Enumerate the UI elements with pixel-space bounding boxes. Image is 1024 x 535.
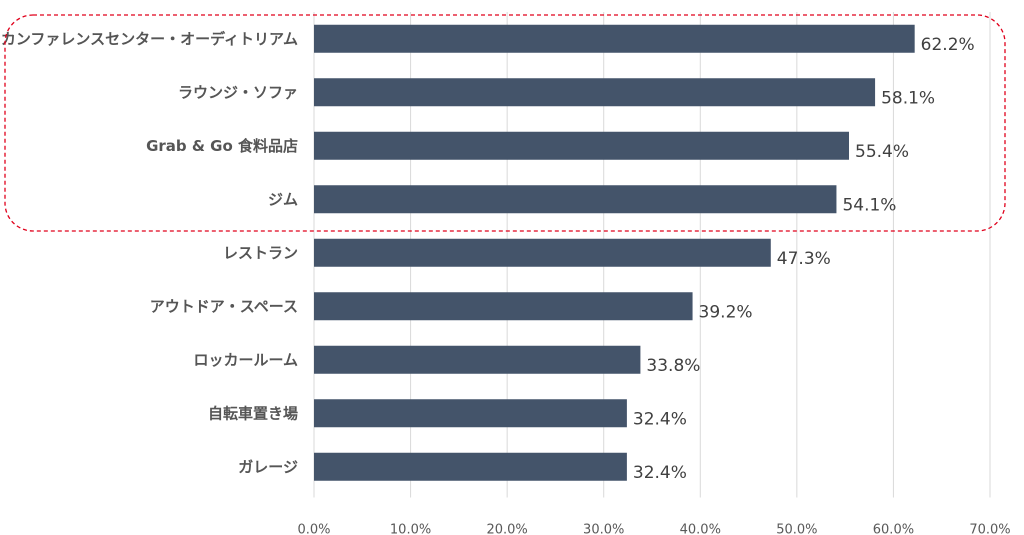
bar-5 xyxy=(314,292,693,321)
x-tick-label-1: 10.0% xyxy=(390,523,431,535)
value-label-4: 47.3% xyxy=(777,249,831,269)
category-label-0: カンファレンスセンター・オーディトリアム xyxy=(1,30,298,48)
highlight-box xyxy=(4,14,1006,232)
category-label-1: ラウンジ・ソファ xyxy=(178,83,298,101)
bar-2 xyxy=(314,131,850,160)
bar-7 xyxy=(314,399,627,428)
bar-3 xyxy=(314,185,837,214)
x-tick-label-2: 20.0% xyxy=(486,523,527,535)
x-axis-tick-labels: 0.0% 10.0% 20.0% 30.0% 40.0% 50.0% 60.0% 70.0% xyxy=(297,523,1010,535)
category-label-4: レストラン xyxy=(223,244,298,262)
bar-6 xyxy=(314,345,641,374)
value-label-1: 58.1% xyxy=(881,88,935,108)
value-label-3: 54.1% xyxy=(842,195,896,215)
x-tick-label-0: 0.0% xyxy=(297,523,330,535)
x-tick-label-5: 50.0% xyxy=(776,523,817,535)
value-label-0: 62.2% xyxy=(921,35,975,55)
value-label-5: 39.2% xyxy=(699,302,753,322)
value-label-2: 55.4% xyxy=(855,142,909,162)
x-tick-label-4: 40.0% xyxy=(680,523,721,535)
x-tick-label-3: 30.0% xyxy=(583,523,624,535)
value-labels: 62.2% 58.1% 55.4% 54.1% 47.3% 39.2% 33.8% 32.4%… xyxy=(633,35,975,483)
x-tick-label-7: 70.0% xyxy=(969,523,1010,535)
x-tick-label-6: 60.0% xyxy=(873,523,914,535)
highlight-group xyxy=(4,14,1006,232)
category-label-2: Grab & Go 食料品店 xyxy=(146,137,298,155)
value-label-6: 33.8% xyxy=(646,356,700,376)
bar-0 xyxy=(314,24,915,53)
category-label-5: アウトドア・スペース xyxy=(150,297,298,315)
bar-8 xyxy=(314,452,627,481)
bars xyxy=(314,24,915,481)
bar-4 xyxy=(314,238,771,267)
bar-1 xyxy=(314,78,876,107)
category-label-3: ジム xyxy=(268,190,298,208)
category-label-8: ガレージ xyxy=(238,458,298,476)
value-label-8: 32.4% xyxy=(633,463,687,483)
value-label-7: 32.4% xyxy=(633,409,687,429)
category-label-6: ロッカールーム xyxy=(193,351,298,369)
category-label-7: 自転車置き場 xyxy=(208,404,298,422)
